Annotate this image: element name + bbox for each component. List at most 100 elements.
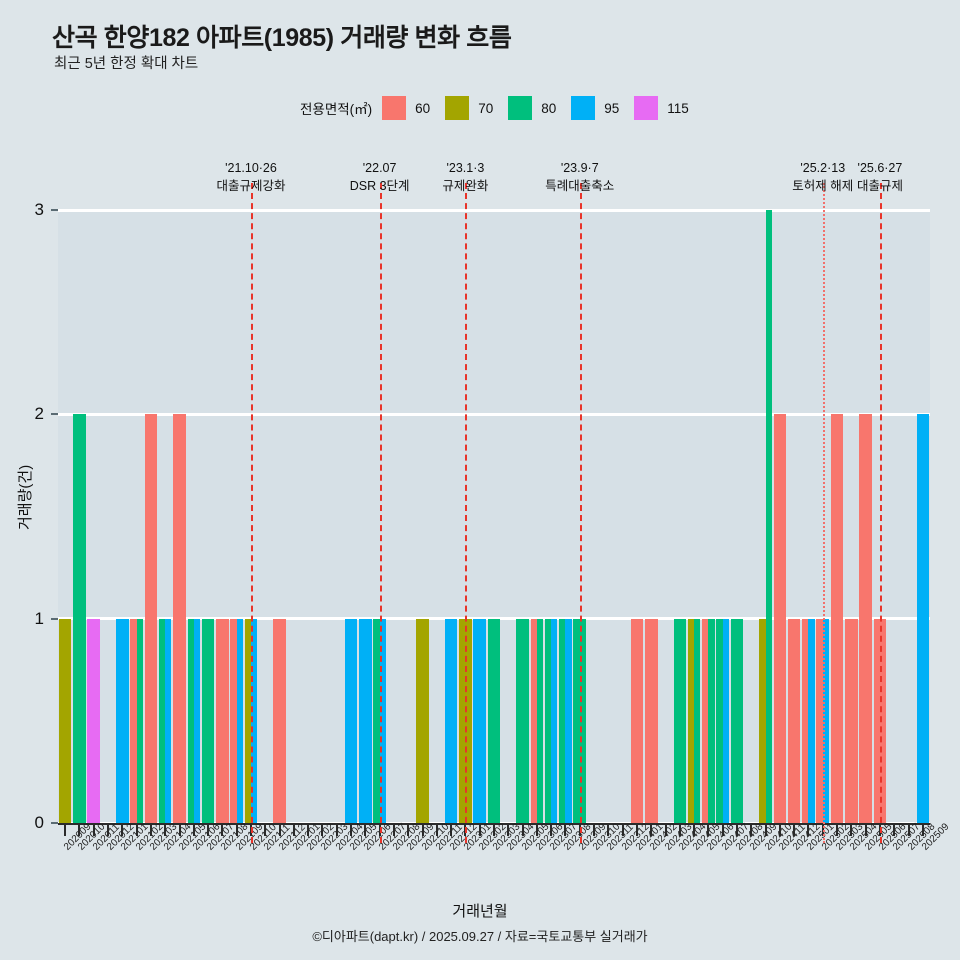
bar: [808, 618, 815, 823]
x-axis-tick: [836, 823, 839, 836]
legend-label: 70: [478, 100, 494, 116]
bar: [250, 618, 258, 823]
bar: [193, 618, 201, 823]
legend-label: 80: [541, 100, 557, 116]
legend-item-60[interactable]: 60: [382, 96, 439, 120]
x-axis-tick: [450, 823, 453, 836]
x-axis-tick: [350, 823, 353, 836]
bar: [165, 618, 172, 823]
bar: [273, 618, 286, 823]
legend: 전용면적(㎡) 60 70 80 95 115: [300, 96, 704, 120]
bar: [687, 618, 695, 823]
x-axis-title: 거래년월: [452, 903, 508, 920]
y-axis-label-3: 3: [34, 200, 44, 219]
x-axis-tick: [793, 823, 796, 836]
x-axis-tick: [92, 823, 95, 836]
x-axis-tick: [593, 823, 596, 836]
bar: [173, 414, 186, 823]
x-axis-tick: [235, 823, 238, 836]
event-label-2: '23.1·3 규제완화: [442, 160, 488, 196]
page-title: 산곡 한양182 아파트(1985) 거래량 변화 흐름: [52, 24, 512, 52]
legend-swatch-icon: [382, 96, 407, 120]
bar: [536, 618, 544, 823]
event-date: '23.1·3: [446, 161, 485, 175]
event-date: '25.6·27: [857, 161, 903, 175]
bar: [730, 618, 744, 823]
bar: [816, 618, 823, 823]
bar: [344, 618, 358, 823]
x-axis-tick: [736, 823, 739, 836]
bar: [830, 414, 844, 823]
y-axis-tick-1: [51, 617, 58, 620]
x-axis-tick: [850, 823, 853, 836]
event-date: '25.2·13: [800, 161, 846, 175]
event-text: DSR 3단계: [349, 179, 410, 193]
legend-item-115[interactable]: 115: [634, 96, 698, 120]
event-line-4: [822, 183, 825, 843]
plot-area: [58, 208, 930, 825]
x-axis-tick: [221, 823, 224, 836]
legend-swatch-icon: [571, 96, 596, 120]
x-axis-tick: [650, 823, 653, 836]
bar: [116, 618, 129, 823]
x-axis-tick: [507, 823, 510, 836]
bar: [765, 210, 772, 823]
x-axis-tick: [607, 823, 610, 836]
x-axis-tick: [550, 823, 553, 836]
bar: [244, 618, 251, 823]
bar: [722, 618, 729, 823]
legend-item-95[interactable]: 95: [571, 96, 628, 120]
bar: [58, 618, 72, 823]
x-axis-tick: [307, 823, 310, 836]
x-axis-tick: [478, 823, 481, 836]
bar: [136, 618, 143, 823]
event-text: 특례대출축소: [545, 179, 615, 193]
bar: [473, 618, 486, 823]
legend-swatch-icon: [634, 96, 659, 120]
x-axis-tick: [693, 823, 696, 836]
gridline-2: [58, 412, 930, 416]
x-axis-tick: [421, 823, 424, 836]
event-label-4: '25.2·13 토허제 해제: [792, 160, 853, 196]
bar: [144, 414, 158, 823]
legend-item-80[interactable]: 80: [508, 96, 565, 120]
x-axis-tick: [64, 823, 67, 836]
event-line-0: [250, 183, 253, 843]
bar: [158, 618, 166, 823]
bar: [373, 618, 380, 823]
y-axis-tick-2: [51, 413, 58, 416]
bar: [230, 618, 237, 823]
x-axis-tick: [621, 823, 624, 836]
x-axis-tick: [392, 823, 395, 836]
bar: [559, 618, 566, 823]
x-axis-tick: [264, 823, 267, 836]
x-axis-tick: [535, 823, 538, 836]
bar: [187, 618, 194, 823]
x-axis-tick: [635, 823, 638, 836]
x-axis-tick: [178, 823, 181, 836]
x-axis-tick: [807, 823, 810, 836]
x-axis-tick: [135, 823, 138, 836]
event-line-3: [579, 183, 582, 843]
bar: [236, 618, 243, 823]
x-axis-tick: [192, 823, 195, 836]
bar: [216, 618, 229, 823]
bar: [565, 618, 572, 823]
bar: [573, 618, 587, 823]
event-label-5: '25.6·27 대출규제: [857, 160, 903, 196]
x-axis-tick: [521, 823, 524, 836]
event-label-3: '23.9·7 특례대출축소: [545, 160, 614, 196]
bar: [802, 618, 809, 823]
event-line-2: [465, 183, 468, 843]
y-axis-tick-0: [51, 822, 58, 824]
bar: [73, 414, 86, 823]
legend-item-70[interactable]: 70: [445, 96, 502, 120]
bar: [673, 618, 687, 823]
bar: [702, 618, 709, 823]
bar: [530, 618, 537, 823]
x-axis-tick: [778, 823, 781, 836]
event-text: 토허제 해제: [792, 179, 854, 193]
x-axis-tick: [893, 823, 896, 836]
x-axis-tick: [864, 823, 867, 836]
event-label-0: '21.10·26 대출규제강화: [216, 160, 285, 196]
